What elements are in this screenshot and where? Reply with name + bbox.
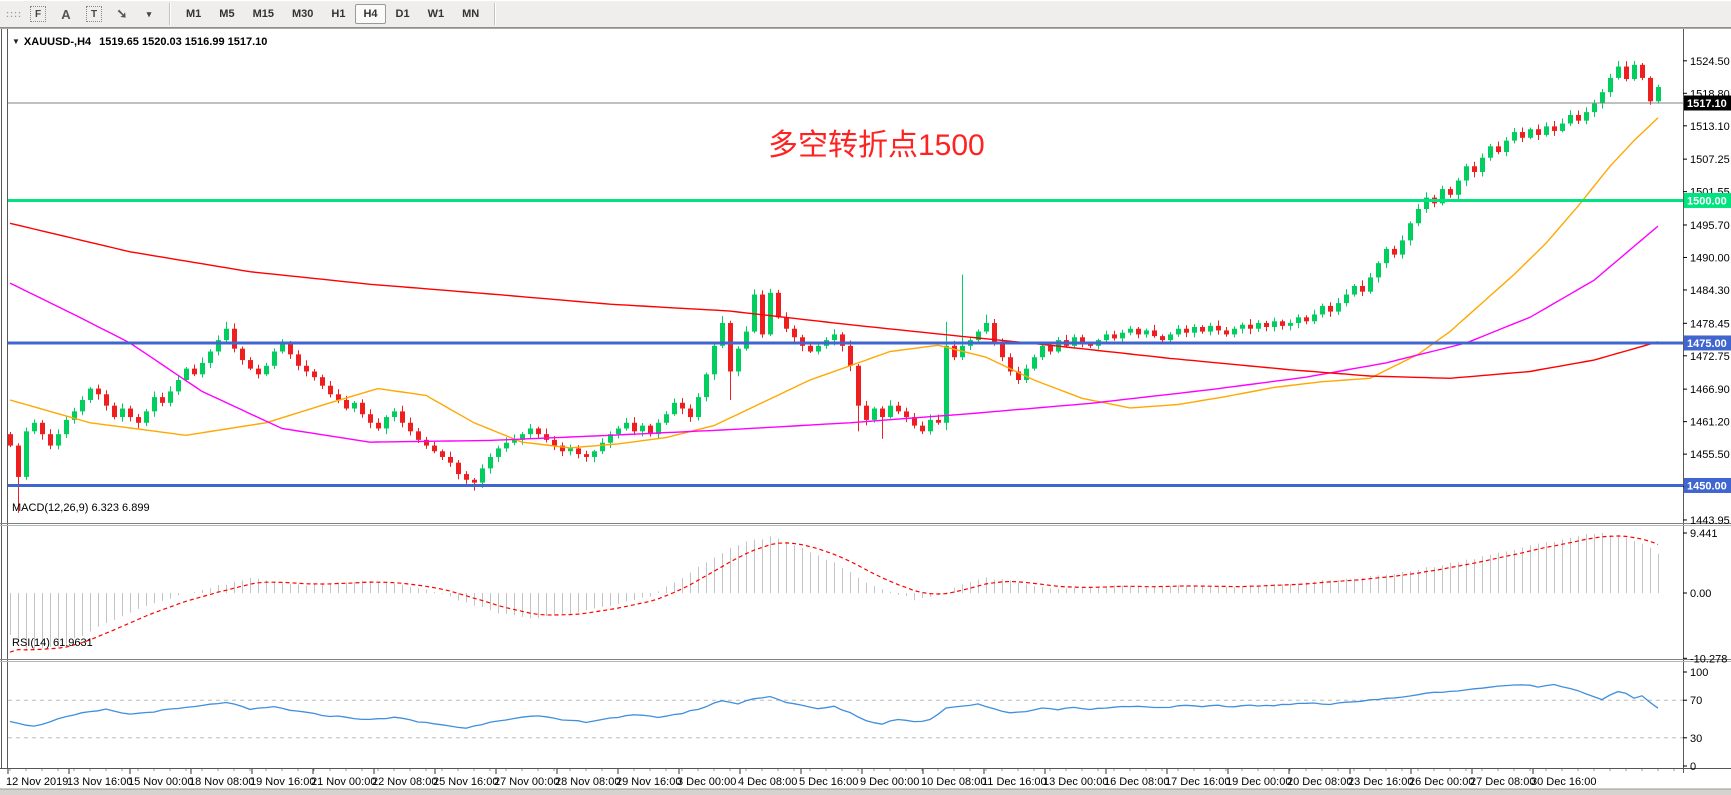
svg-text:29 Nov 16:00: 29 Nov 16:00	[616, 776, 681, 788]
text-label-tool-icon-glyph: T	[86, 6, 102, 22]
svg-text:25 Nov 16:00: 25 Nov 16:00	[433, 776, 498, 788]
svg-text:1478.45: 1478.45	[1690, 318, 1730, 330]
toolbar: :::: F A T ➘ ▾ M1 M5 M15 M30 H1 H4 D1 W1 MN	[0, 0, 1731, 28]
svg-text:16 Dec 08:00: 16 Dec 08:00	[1104, 776, 1169, 788]
svg-text:1507.25: 1507.25	[1690, 154, 1730, 166]
svg-text:1517.10: 1517.10	[1687, 98, 1727, 110]
svg-text:1455.50: 1455.50	[1690, 449, 1730, 461]
svg-text:27 Nov 00:00: 27 Nov 00:00	[494, 776, 559, 788]
toolbar-separator	[169, 3, 171, 25]
svg-text:26 Dec 00:00: 26 Dec 00:00	[1409, 776, 1474, 788]
svg-text:28 Nov 08:00: 28 Nov 08:00	[555, 776, 620, 788]
price-axis: 1524.501518.801513.101507.251501.551495.…	[1683, 56, 1730, 773]
candles-layer	[8, 60, 1661, 513]
svg-text:9.441: 9.441	[1690, 528, 1718, 540]
svg-text:1484.30: 1484.30	[1690, 285, 1730, 297]
timeframe-button-mn[interactable]: MN	[462, 8, 480, 20]
svg-text:19 Dec 00:00: 19 Dec 00:00	[1226, 776, 1291, 788]
toolbar-separator	[494, 3, 497, 25]
ma-mid-magenta-line	[9, 225, 1659, 443]
svg-text:27 Dec 08:00: 27 Dec 08:00	[1470, 776, 1535, 788]
drawing-tools-group: :::: F A T ➘ ▾	[4, 1, 163, 27]
timeframe-button-h1[interactable]: H1	[331, 8, 346, 20]
toolbar-drag-handle[interactable]: ::::	[6, 9, 22, 19]
macd-indicator-label: MACD(12,26,9) 6.323 6.899	[12, 502, 150, 514]
chart-title: ▼ XAUUSD-,H4 1519.65 1520.03 1516.99 1517.…	[12, 36, 267, 48]
svg-text:1495.70: 1495.70	[1690, 220, 1730, 232]
macd-signal-line	[9, 535, 1659, 653]
svg-text:1475.00: 1475.00	[1687, 338, 1727, 350]
svg-text:10 Dec 08:00: 10 Dec 08:00	[921, 776, 986, 788]
symbol-title: XAUUSD-,H4	[23, 36, 92, 48]
timeframe-button-m1[interactable]: M1	[186, 8, 202, 20]
svg-text:20 Dec 08:00: 20 Dec 08:00	[1287, 776, 1352, 788]
rsi-panel	[8, 683, 1683, 739]
svg-text:30 Dec 16:00: 30 Dec 16:00	[1531, 776, 1596, 788]
price-badges: 1517.10 1500.00 1475.00 1450.00	[1684, 95, 1731, 493]
svg-text:1443.95: 1443.95	[1690, 515, 1730, 527]
arrows-tool-icon[interactable]: ➘	[116, 6, 128, 21]
fibonacci-tool-icon[interactable]: F	[26, 3, 50, 25]
svg-text:13 Nov 16:00: 13 Nov 16:00	[67, 776, 132, 788]
svg-text:1524.50: 1524.50	[1690, 56, 1730, 68]
ma-fast-orange-line	[9, 117, 1659, 449]
bottom-strip	[0, 789, 1731, 795]
timeframe-button-m15[interactable]: M15	[252, 8, 274, 20]
svg-text:15 Nov 00:00: 15 Nov 00:00	[128, 776, 193, 788]
macd-panel	[9, 532, 1659, 653]
svg-text:1461.20: 1461.20	[1690, 417, 1730, 429]
svg-text:5 Dec 16:00: 5 Dec 16:00	[799, 776, 858, 788]
timeframe-button-d1[interactable]: D1	[395, 8, 410, 20]
chart-area[interactable]: 1524.50 1518.80 1513.10 1507.25 1501.55 1495.…	[0, 28, 1731, 795]
svg-text:3 Dec 00:00: 3 Dec 00:00	[677, 776, 736, 788]
svg-text:1513.10: 1513.10	[1690, 121, 1730, 133]
timeframe-buttons-group: M1 M5 M15 M30 H1 H4 D1 W1 MN	[177, 1, 488, 27]
dropdown-caret-icon[interactable]: ▾	[146, 8, 152, 19]
price-badge-1450.00	[1684, 477, 1731, 493]
svg-text:17 Dec 16:00: 17 Dec 16:00	[1165, 776, 1230, 788]
svg-text:18 Nov 08:00: 18 Nov 08:00	[189, 776, 254, 788]
price-badge-1475.00	[1684, 335, 1731, 351]
annotation-text: 多空转折点1500	[768, 129, 985, 162]
price-chart-svg[interactable]: 1524.501518.801513.101507.251501.551495.…	[0, 28, 1731, 795]
text-tool-icon[interactable]: A	[61, 6, 71, 22]
svg-text:11 Dec 16:00: 11 Dec 16:00	[982, 776, 1047, 788]
text-label-tool-icon[interactable]: T	[82, 3, 106, 25]
price-badge-1500.00	[1684, 192, 1731, 208]
timeframe-button-h4[interactable]: H4	[355, 4, 386, 24]
svg-text:0: 0	[1690, 761, 1696, 773]
svg-text:22 Nov 08:00: 22 Nov 08:00	[372, 776, 437, 788]
svg-text:23 Dec 16:00: 23 Dec 16:00	[1348, 776, 1413, 788]
svg-text:30: 30	[1690, 733, 1702, 745]
svg-text:1500.00: 1500.00	[1687, 195, 1727, 207]
price-badge-1517.10	[1684, 95, 1731, 111]
svg-text:21 Nov 00:00: 21 Nov 00:00	[311, 776, 376, 788]
svg-text:0.00: 0.00	[1690, 588, 1711, 600]
timeframe-button-m30[interactable]: M30	[291, 8, 314, 20]
svg-text:13 Dec 00:00: 13 Dec 00:00	[1043, 776, 1108, 788]
svg-text:1450.00: 1450.00	[1687, 480, 1727, 492]
timeframe-button-m5[interactable]: M5	[219, 8, 235, 20]
ohlc-values: 1519.65 1520.03 1516.99 1517.10	[99, 36, 268, 48]
svg-text:12 Nov 2019: 12 Nov 2019	[6, 776, 68, 788]
rsi-line	[9, 683, 1659, 729]
svg-text:9 Dec 00:00: 9 Dec 00:00	[860, 776, 919, 788]
rsi-indicator-label: RSI(14) 61.9631	[12, 637, 93, 649]
svg-text:1472.75: 1472.75	[1690, 351, 1730, 363]
svg-text:19 Nov 16:00: 19 Nov 16:00	[250, 776, 315, 788]
timeframe-button-w1[interactable]: W1	[427, 8, 445, 20]
svg-text:-10.278: -10.278	[1690, 653, 1727, 665]
chart-collapse-icon[interactable]: ▼	[12, 37, 20, 46]
svg-text:1490.00: 1490.00	[1690, 252, 1730, 264]
fibonacci-tool-icon-glyph: F	[30, 6, 46, 22]
svg-text:4 Dec 08:00: 4 Dec 08:00	[738, 776, 797, 788]
svg-text:70: 70	[1690, 695, 1702, 707]
svg-text:100: 100	[1690, 667, 1708, 679]
svg-text:1466.90: 1466.90	[1690, 384, 1730, 396]
ma-slow-red-line	[9, 222, 1659, 380]
